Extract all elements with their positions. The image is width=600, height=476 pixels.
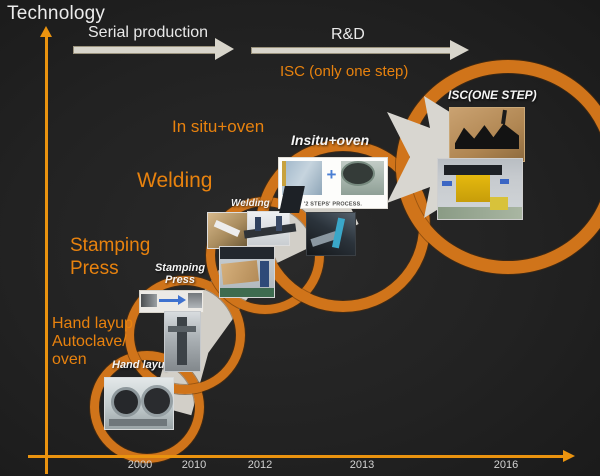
arrow-shaft xyxy=(251,47,452,54)
y-axis-arrow-icon xyxy=(40,26,52,37)
press-header xyxy=(444,165,502,175)
year-tick-2012: 2012 xyxy=(247,459,273,471)
stage-label-welding: Welding xyxy=(137,169,213,192)
year-tick-2010: 2010 xyxy=(181,459,207,471)
stage-label-stamping: Stamping Press xyxy=(70,234,150,280)
machine-thumb xyxy=(141,294,157,307)
stage-label-isc: ISC (only one step) xyxy=(280,63,409,80)
press-beam xyxy=(168,326,196,332)
welding-photo-1 xyxy=(207,212,248,249)
stage-label-line: oven xyxy=(52,351,87,368)
worker-figure xyxy=(260,261,269,287)
oven-photo xyxy=(341,161,384,195)
green-machine xyxy=(220,288,274,297)
process-caption: '2 STEPS' PROCESS. xyxy=(303,200,363,207)
circle-label-welding: Welding xyxy=(231,198,270,209)
arrow-head xyxy=(215,38,234,60)
rd-label: R&D xyxy=(331,26,365,43)
blue-fixture xyxy=(442,181,452,186)
year-tick-2000: 2000 xyxy=(127,459,153,471)
dark-stick xyxy=(501,109,507,125)
y-axis-line xyxy=(45,36,48,474)
year-tick-2013: 2013 xyxy=(349,459,375,471)
page-title: Technology xyxy=(7,3,106,24)
stage-label-line: Autoclave/ xyxy=(52,333,127,350)
circle-label-isc: ISC(ONE STEP) xyxy=(448,88,537,102)
stage-label-line: Stamping xyxy=(70,235,151,256)
blue-arrow-head-icon xyxy=(178,295,186,305)
x-axis-line xyxy=(28,455,564,458)
rd-arrow-icon xyxy=(251,40,471,60)
circle-label-insitu: Insitu+oven xyxy=(291,132,370,148)
stage-label-hand-layup: Hand layup Autoclave/ oven xyxy=(52,315,133,369)
hand-layup-autoclave-photo xyxy=(104,377,174,430)
isc-press-machine-photo xyxy=(437,158,523,220)
autoclave-door xyxy=(111,387,141,417)
circle-label-hand-layup: Hand layup xyxy=(112,359,172,371)
photo-dark-band xyxy=(220,247,274,259)
blue-fixture xyxy=(500,179,509,184)
autoclave-door xyxy=(141,385,173,417)
circle-label-line: Press xyxy=(165,274,195,286)
machine-pipe xyxy=(282,161,286,186)
insitu-machine-photo xyxy=(279,161,322,213)
stage-label-insitu: In situ+oven xyxy=(172,117,265,136)
press-column xyxy=(177,317,187,365)
autoclave-base xyxy=(109,419,167,426)
circle-label-stamping: Stamping Press xyxy=(148,262,212,286)
circle-stamping-press xyxy=(125,276,245,394)
plus-icon: + xyxy=(326,165,337,184)
corrugated-part xyxy=(455,123,519,149)
yellow-cart xyxy=(490,197,508,210)
wood-panel xyxy=(221,260,259,285)
blue-arrow-icon xyxy=(159,299,178,302)
floor xyxy=(438,207,522,219)
cyan-part xyxy=(331,217,346,249)
worker-arm xyxy=(213,220,241,237)
worker-figure xyxy=(255,217,261,231)
welded-panel xyxy=(243,223,297,239)
isc-composite-part-photo xyxy=(449,107,525,162)
press-yellow-body xyxy=(456,175,490,202)
stamping-press-machine-photo xyxy=(164,311,201,372)
welding-photo-3 xyxy=(219,246,275,298)
arrow-head xyxy=(450,40,469,60)
year-tick-2016: 2016 xyxy=(493,459,519,471)
arrow-shaft xyxy=(73,46,217,54)
worker-figure xyxy=(276,216,282,231)
serial-production-arrow-icon xyxy=(73,38,235,60)
insitu-machine-detail-photo xyxy=(306,212,356,256)
stamping-process-strip-photo xyxy=(139,290,204,313)
dark-panel xyxy=(279,186,305,213)
stage-label-line: Press xyxy=(70,258,119,279)
machine-thumb xyxy=(188,293,202,308)
circle-label-line: Stamping xyxy=(154,262,206,274)
welding-photo-2 xyxy=(243,211,297,246)
x-axis-arrow-icon xyxy=(563,450,575,462)
two-steps-process-box: + '2 STEPS' PROCESS. xyxy=(278,157,388,213)
stage-label-line: Hand layup xyxy=(52,315,133,332)
oven-opening xyxy=(341,161,375,186)
serial-production-label: Serial production xyxy=(88,24,209,41)
